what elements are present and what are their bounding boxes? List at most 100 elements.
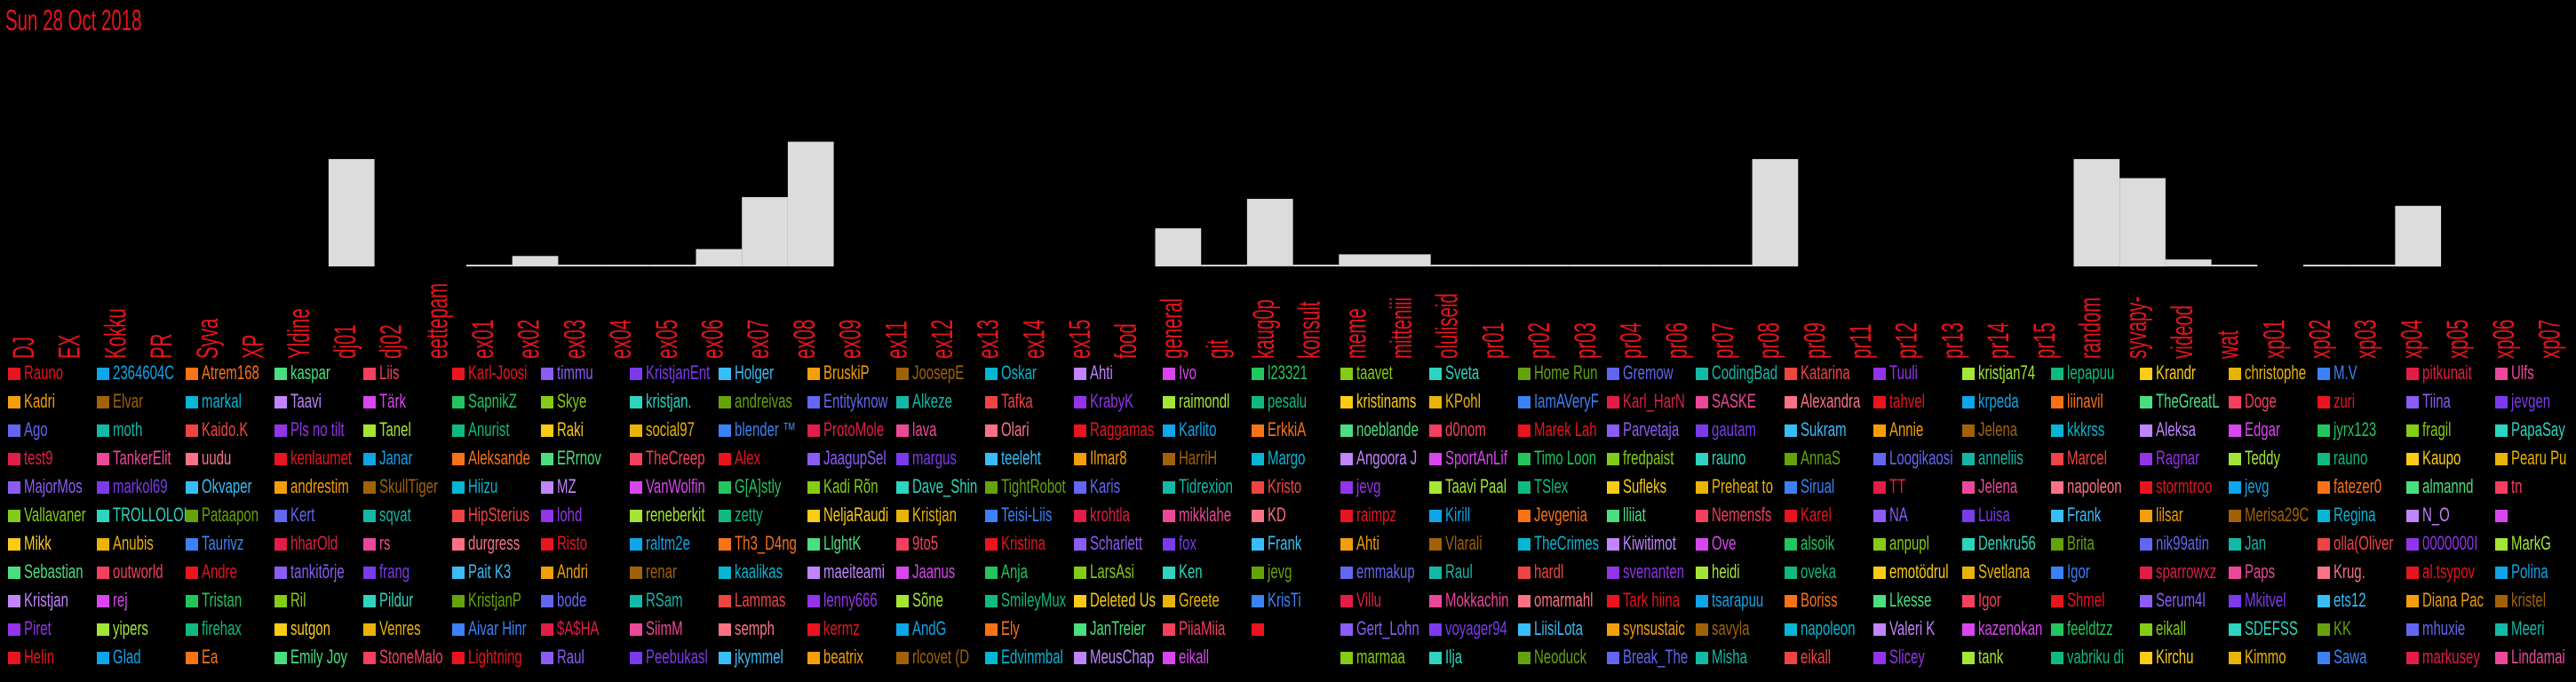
legend-swatch xyxy=(8,453,20,465)
legend-item: Scharlett xyxy=(1066,531,1190,556)
legend-item: Ely xyxy=(977,616,1101,641)
legend-label: jevgen xyxy=(2511,390,2551,412)
legend-label: Janar xyxy=(379,447,413,469)
legend-label: Aleksa xyxy=(2156,418,2196,440)
legend-label: mhuxie xyxy=(2422,617,2466,639)
legend-item: firehax xyxy=(178,616,302,641)
category-label-ex02: ex02 xyxy=(513,320,546,359)
legend-swatch xyxy=(2318,567,2330,579)
legend-item: Aivar Hinr xyxy=(444,616,568,641)
legend-label: Luisa xyxy=(1978,504,2010,526)
legend-item: pitkunait xyxy=(2398,361,2523,385)
legend-item: anneliis xyxy=(1954,446,2079,471)
legend-swatch xyxy=(2495,481,2508,494)
legend-swatch xyxy=(630,453,642,465)
legend-label: KK xyxy=(2334,617,2351,639)
legend-item: Meeri xyxy=(2487,616,2576,641)
legend-label: heidi xyxy=(1712,560,1740,583)
legend-label: Kristjan xyxy=(912,504,957,526)
legend-item: andrestim xyxy=(266,474,391,499)
legend-swatch xyxy=(2051,567,2063,579)
legend-swatch xyxy=(807,510,820,522)
legend-swatch xyxy=(1962,623,1975,636)
legend-swatch xyxy=(541,368,553,380)
legend-swatch xyxy=(452,481,465,494)
legend-item: Jelena xyxy=(1954,474,2079,499)
legend-swatch xyxy=(186,396,198,408)
legend-item: tsarapuu xyxy=(1688,588,1812,613)
legend-item: Regina xyxy=(2310,503,2434,527)
legend-item: SkullTiger xyxy=(355,474,480,499)
category-label-random: random xyxy=(2074,297,2108,359)
legend-swatch xyxy=(2051,481,2063,494)
legend-swatch xyxy=(807,567,820,579)
legend-swatch xyxy=(2051,453,2063,465)
legend-swatch xyxy=(363,652,376,664)
legend-swatch xyxy=(2140,652,2152,664)
category-label-xp04: xp04 xyxy=(2395,320,2429,359)
legend-swatch xyxy=(2406,368,2419,380)
legend-swatch xyxy=(1074,623,1086,636)
legend-item: Kristina xyxy=(977,531,1101,556)
legend-item: Pearu Pu xyxy=(2487,446,2576,471)
legend-label: Raggamas xyxy=(1090,418,1155,440)
legend-label: andrestim xyxy=(290,475,349,497)
legend-swatch xyxy=(2140,453,2152,465)
legend-swatch xyxy=(2229,623,2241,636)
legend-swatch xyxy=(807,368,820,380)
legend-label: KrabyK xyxy=(1090,390,1134,412)
legend-item: fox xyxy=(1155,531,1279,556)
legend-label: Taavi xyxy=(290,390,322,412)
category-label-xp01: xp01 xyxy=(2257,320,2291,359)
legend-item: Aleksa xyxy=(2132,417,2256,442)
legend-item: Kadri xyxy=(0,389,124,414)
legend-label: lilsar xyxy=(2156,504,2183,526)
legend-item: Tidrexion xyxy=(1155,474,1279,499)
legend-swatch xyxy=(896,538,909,551)
legend-item: uudu xyxy=(178,446,302,471)
legend-swatch xyxy=(630,481,642,494)
legend-label: Svetlana xyxy=(1978,560,2031,583)
legend-item: Tuuli xyxy=(1865,361,1990,385)
legend-swatch xyxy=(1962,368,1975,380)
legend-label: emmakup xyxy=(1356,560,1415,583)
legend-label: kaspar xyxy=(290,361,330,384)
legend-label: Lammas xyxy=(735,589,786,611)
legend-label: SmileyMux xyxy=(1001,589,1067,611)
legend-item: Mkitvel xyxy=(2221,588,2345,613)
legend-label: ets12 xyxy=(2334,589,2366,611)
legend-swatch xyxy=(1873,652,1886,664)
legend-swatch xyxy=(1696,652,1708,664)
legend-label: Atrem168 xyxy=(202,361,259,384)
legend-label: Kaido.K xyxy=(202,418,249,440)
legend-item: Villu xyxy=(1332,588,1457,613)
legend-label: Piret xyxy=(24,617,52,639)
legend-label: durgress xyxy=(468,532,521,554)
legend-swatch xyxy=(1163,396,1175,408)
legend-label: Kiwitimot xyxy=(1623,532,1676,554)
legend-label: TheGreatL xyxy=(2156,390,2220,412)
legend-swatch xyxy=(719,453,731,465)
legend-item: Okvaper xyxy=(178,474,302,499)
legend-item: Oskar xyxy=(977,361,1101,385)
legend-label: Gert_Lohn xyxy=(1356,617,1419,639)
legend-swatch xyxy=(541,652,553,664)
legend-item: Pildur xyxy=(355,588,480,613)
category-label-ex13: ex13 xyxy=(972,320,1006,359)
legend-label: Alex xyxy=(735,447,761,469)
legend-item: ProtoMole xyxy=(799,417,924,442)
legend-label: rs xyxy=(379,532,391,554)
legend-label: Paps xyxy=(2245,560,2276,583)
legend-label: Hiizu xyxy=(468,475,498,497)
legend-label: Karel xyxy=(1801,504,1832,526)
legend-swatch xyxy=(97,368,109,380)
legend-item: Jelena xyxy=(1954,417,2079,442)
legend-swatch xyxy=(1429,481,1442,494)
legend-item: Pait K3 xyxy=(444,559,568,584)
legend-label: Serum4l xyxy=(2156,589,2206,611)
legend-item: svenanten xyxy=(1599,559,1723,584)
legend-swatch xyxy=(1873,453,1886,465)
legend-label: Karlito xyxy=(1179,418,1217,440)
legend-label: Holger xyxy=(735,361,775,384)
legend-swatch xyxy=(1074,652,1086,664)
